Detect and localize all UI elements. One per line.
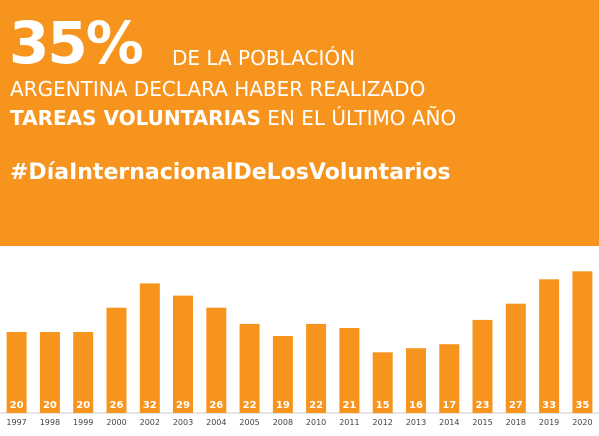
bar-2003 (173, 295, 193, 413)
value-label-1997: 20 (10, 400, 24, 411)
value-label-1998: 20 (43, 400, 57, 411)
bar-1999 (73, 332, 94, 413)
bar-2008 (272, 336, 293, 413)
x-tick-label-2013: 2013 (406, 418, 426, 427)
value-label-2013: 16 (409, 400, 423, 411)
x-tick-label-2019: 2019 (539, 418, 559, 427)
value-label-2019: 33 (542, 400, 556, 411)
bar-chart: 20 1997 20 1998 20 1999 26 2000 32 2002 29 2003 26 20… (0, 271, 599, 427)
x-tick-label-2005: 2005 (239, 418, 259, 427)
value-label-2018: 27 (509, 400, 523, 411)
bar-2013 (406, 348, 426, 413)
value-label-2002: 32 (143, 400, 157, 411)
bar-1997 (6, 332, 27, 413)
x-tick-label-2011: 2011 (339, 418, 359, 427)
bar-2010 (306, 323, 327, 413)
x-tick-label-2002: 2002 (140, 418, 160, 427)
value-label-1999: 20 (76, 400, 90, 411)
bar-2012 (372, 352, 393, 414)
bar-2000 (106, 307, 127, 413)
headline-line-2: ARGENTINA DECLARA HABER REALIZADO (10, 77, 426, 101)
bar-2018 (505, 303, 526, 413)
x-tick-label-2015: 2015 (472, 418, 492, 427)
headline-line-3-rest: EN EL ÚLTIMO AÑO (260, 106, 457, 130)
value-label-2012: 15 (376, 400, 390, 411)
value-label-2020: 35 (575, 400, 589, 411)
headline-line-3-bold: TAREAS VOLUNTARIAS (10, 106, 261, 130)
value-label-2011: 21 (342, 400, 356, 411)
header-banner: 35% DE LA POBLACIÓN ARGENTINA DECLARA HA… (0, 0, 599, 246)
bar-2015 (472, 319, 493, 413)
value-label-2003: 29 (176, 400, 190, 411)
x-tick-label-2014: 2014 (439, 418, 459, 427)
bar-2014 (439, 344, 460, 413)
value-label-2010: 22 (309, 400, 323, 411)
chart-area: 20 1997 20 1998 20 1999 26 2000 32 2002 29 2003 26 20… (0, 246, 599, 436)
x-tick-label-2020: 2020 (572, 418, 592, 427)
x-tick-label-2010: 2010 (306, 418, 326, 427)
bar-2005 (239, 323, 260, 413)
value-label-2000: 26 (110, 400, 124, 411)
x-tick-label-2004: 2004 (206, 418, 226, 427)
x-tick-label-2012: 2012 (373, 418, 393, 427)
x-tick-label-2000: 2000 (106, 418, 126, 427)
x-tick-label-2018: 2018 (506, 418, 526, 427)
bar-2002 (139, 283, 160, 413)
x-tick-label-2008: 2008 (273, 418, 293, 427)
x-tick-label-1997: 1997 (6, 418, 26, 427)
value-label-2004: 26 (209, 400, 223, 411)
x-tick-label-2003: 2003 (173, 418, 193, 427)
value-label-2008: 19 (276, 400, 290, 411)
value-label-2015: 23 (476, 400, 490, 411)
headline-percent: 35% (9, 9, 144, 77)
hashtag-text: #DíaInternacionalDeLosVoluntarios (10, 160, 451, 185)
x-tick-label-1999: 1999 (73, 418, 93, 427)
value-label-2005: 22 (243, 400, 257, 411)
headline-line-3: TAREAS VOLUNTARIAS EN EL ÚLTIMO AÑO (10, 108, 456, 128)
bar-2011 (339, 328, 360, 413)
headline-line-1: DE LA POBLACIÓN (172, 46, 356, 70)
bar-2004 (206, 307, 227, 413)
bar-2020 (572, 271, 593, 414)
bar-1998 (39, 332, 60, 413)
x-tick-label-1998: 1998 (40, 418, 60, 427)
value-label-2014: 17 (442, 400, 456, 411)
bar-2019 (539, 279, 560, 413)
